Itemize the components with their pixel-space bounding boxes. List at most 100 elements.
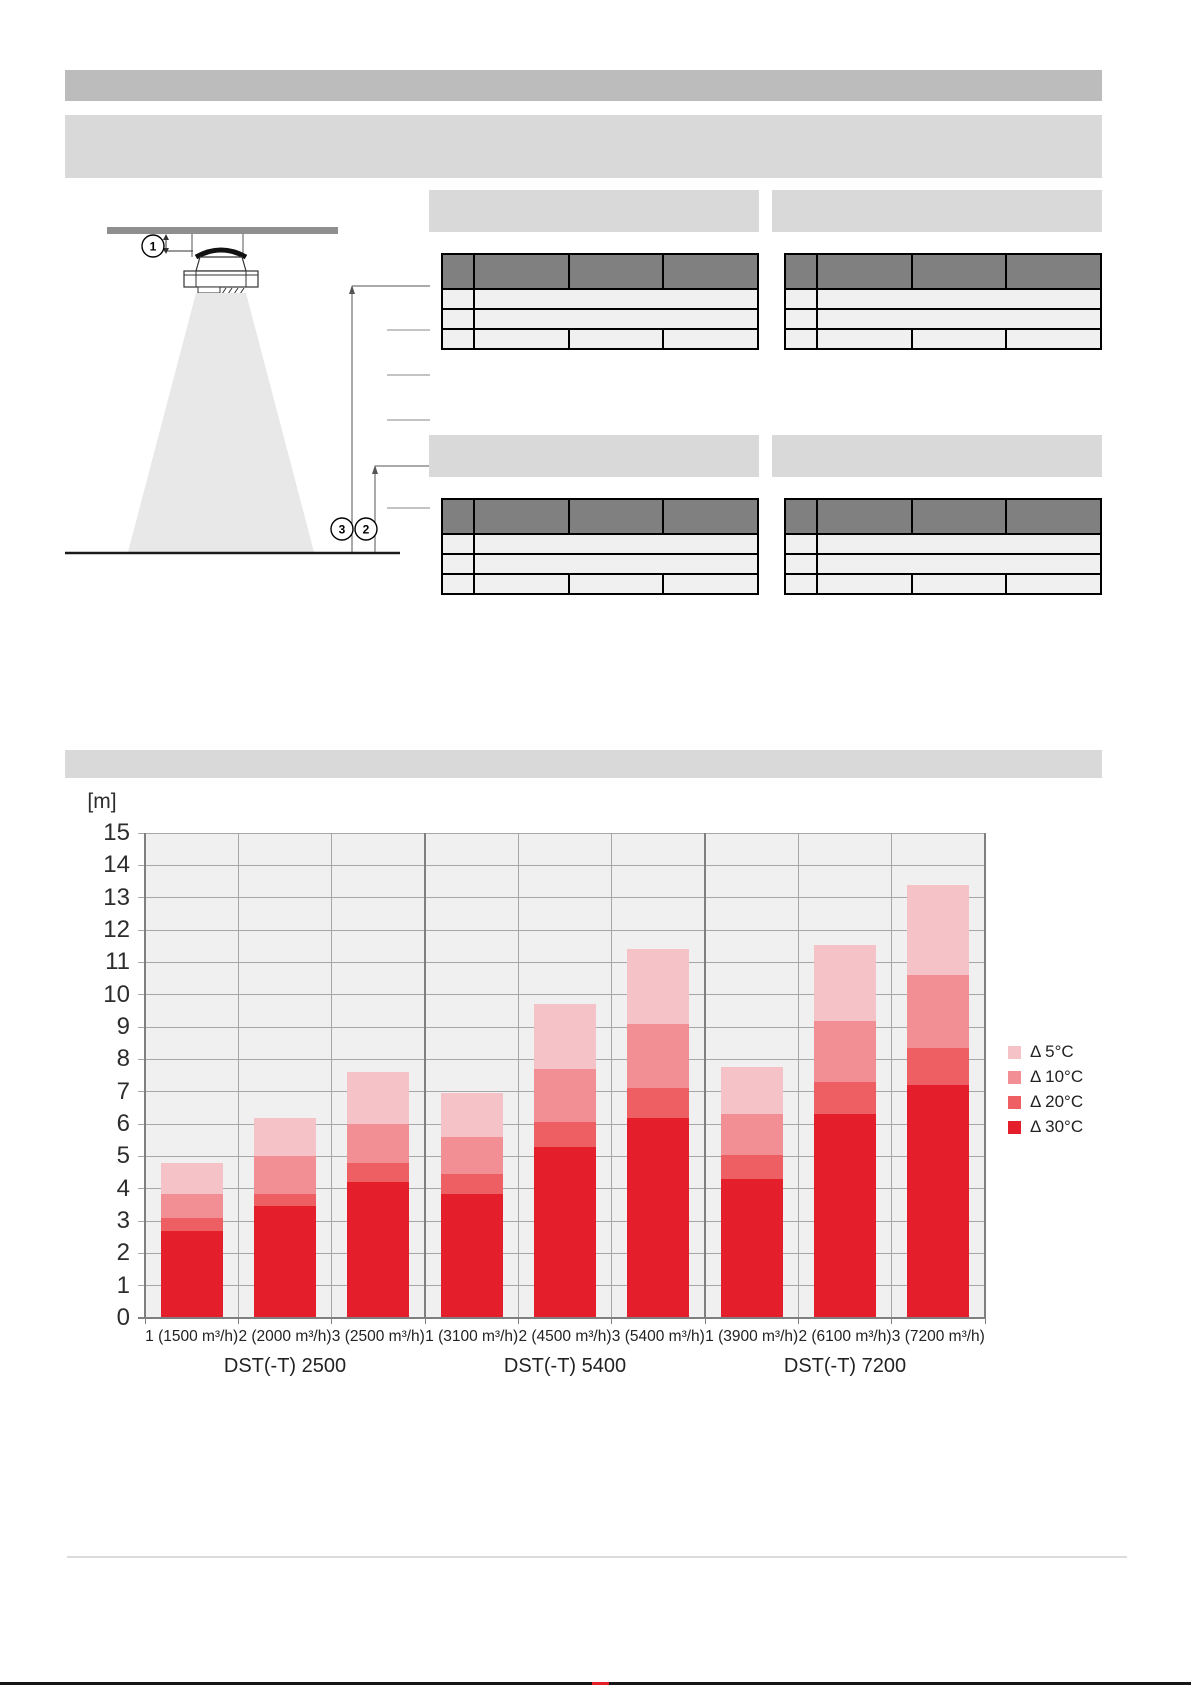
table-header-row (441, 498, 759, 535)
bar-segment-d30 (534, 1146, 596, 1318)
y-axis-tick (138, 897, 145, 899)
x-axis-tick (797, 1318, 799, 1324)
x-axis-tick (704, 1318, 706, 1324)
bar-segment-d30 (160, 1230, 223, 1318)
bar-segment-d5 (814, 944, 876, 1021)
table-cell (816, 533, 1102, 555)
y-axis-label: 6 (116, 1110, 130, 1137)
table-cell (1005, 573, 1102, 595)
table-cell (441, 573, 475, 595)
table-cell (784, 328, 818, 350)
table-cell (441, 498, 475, 535)
bar-segment-d30 (627, 1117, 690, 1318)
table-cell (816, 498, 913, 535)
table-cell (816, 253, 913, 290)
header-band-primary (65, 70, 1102, 101)
legend-label: Δ 20°C (1030, 1092, 1084, 1111)
mounting-diagram: 1 3 2 (65, 227, 430, 555)
table-cell (441, 553, 475, 575)
x-axis-label: 1 (3100 m³/h) (425, 1328, 519, 1345)
legend-label: Δ 5°C (1030, 1042, 1074, 1061)
bar-segment-d5 (627, 949, 690, 1024)
table-cell (1005, 328, 1102, 350)
table-cell (784, 288, 818, 310)
x-axis-label: 3 (2500 m³/h) (331, 1328, 425, 1345)
x-axis-label: 3 (5400 m³/h) (611, 1328, 705, 1345)
table-cell (473, 328, 570, 350)
unit-cap (194, 247, 248, 260)
arrow-up-icon (372, 465, 378, 474)
y-axis-label: 11 (105, 948, 130, 976)
bar-segment-d10 (534, 1069, 596, 1123)
table-cell (473, 288, 759, 310)
y-axis-label: 10 (103, 980, 130, 1008)
bar-segment-d20 (440, 1174, 503, 1194)
table-row (441, 573, 759, 595)
x-axis-tick (424, 1318, 426, 1324)
spec-table-4 (784, 498, 1102, 595)
table-row (784, 533, 1102, 555)
table-cell (662, 253, 759, 290)
bar-segment-d20 (160, 1217, 223, 1231)
table-cell (473, 553, 759, 575)
y-axis-label: 13 (103, 883, 130, 911)
table-cell (473, 253, 570, 290)
column-separator (797, 833, 799, 1318)
y-axis-tick (138, 929, 145, 931)
gridline (145, 1155, 985, 1157)
x-axis-label: 1 (3900 m³/h) (705, 1328, 799, 1345)
bar-segment-d20 (254, 1193, 316, 1207)
y-axis-unit-label: [m] (87, 790, 117, 813)
bar-segment-d30 (907, 1085, 970, 1318)
y-axis-tick (138, 1252, 145, 1254)
table-title-bar-3 (429, 435, 759, 477)
table-row (441, 533, 759, 555)
table-cell (441, 533, 475, 555)
group-separator (144, 833, 146, 1318)
table-cell (784, 308, 818, 330)
x-axis-tick (331, 1318, 333, 1324)
gridline (145, 864, 985, 866)
bar-segment-d5 (534, 1004, 596, 1070)
column-separator (891, 833, 893, 1318)
arrow-up-icon (163, 234, 169, 240)
next-page-peek (592, 1682, 609, 1685)
spec-table-2 (784, 253, 1102, 350)
y-axis-label: 9 (116, 1013, 130, 1040)
callout-circle-2 (354, 517, 378, 541)
table-cell (816, 288, 1102, 310)
bar-segment-d30 (720, 1178, 783, 1318)
x-axis-tick (891, 1318, 893, 1324)
table-cell (568, 498, 664, 535)
gridline (145, 1091, 985, 1093)
y-axis-label: 7 (116, 1077, 130, 1105)
table-header-row (441, 253, 759, 290)
x-axis-group-label: DST(-T) 2500 (223, 1355, 347, 1377)
bar-segment-d5 (347, 1072, 410, 1124)
table-row (784, 288, 1102, 310)
bar-segment-d10 (907, 975, 970, 1049)
y-axis-label: 5 (116, 1142, 130, 1170)
table-cell (568, 253, 664, 290)
y-axis-label: 15 (103, 819, 130, 846)
gridline (145, 1026, 985, 1028)
gridline (145, 1252, 985, 1254)
x-axis-line (138, 1317, 985, 1319)
bar-segment-d5 (254, 1117, 316, 1157)
header-band-secondary (65, 115, 1102, 178)
gridline (145, 897, 985, 899)
bar-segment-d10 (254, 1156, 316, 1194)
table-row (441, 308, 759, 330)
x-axis-tick (611, 1318, 613, 1324)
spec-table-1 (441, 253, 759, 350)
bar-segment-d30 (440, 1193, 503, 1318)
bar-segment-d10 (347, 1124, 410, 1163)
callout-circle-3 (330, 517, 354, 541)
legend-swatch (1008, 1121, 1021, 1134)
table-cell (784, 253, 818, 290)
bar-segment-d10 (627, 1023, 690, 1089)
y-axis-tick (138, 1188, 145, 1190)
callout-circle-1 (141, 234, 165, 258)
gridline (145, 929, 985, 931)
gridline (145, 1285, 985, 1287)
